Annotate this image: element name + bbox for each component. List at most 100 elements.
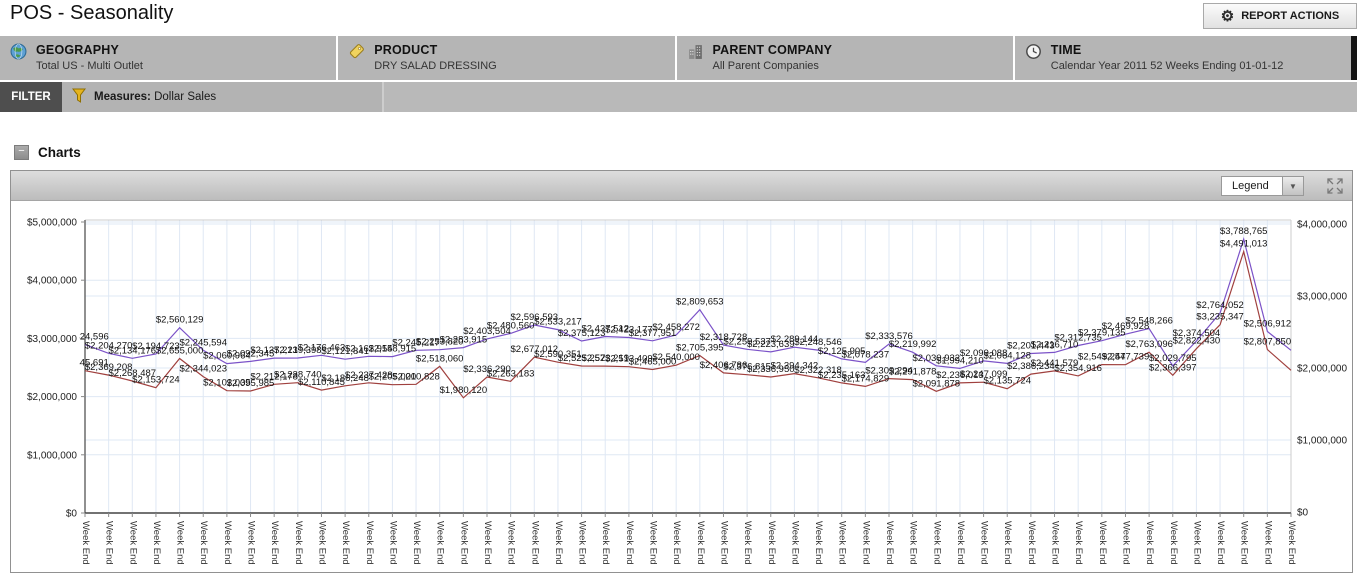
page-title: POS - Seasonality	[10, 2, 174, 24]
svg-text:$2,236,013: $2,236,013	[936, 370, 984, 381]
svg-text:$2,134,176: $2,134,176	[109, 345, 157, 356]
legend-dropdown-label: Legend	[1221, 176, 1283, 196]
svg-text:$2,458,272: $2,458,272	[652, 322, 700, 333]
svg-text:$2,194,723: $2,194,723	[132, 341, 180, 352]
svg-text:$1,994,210: $1,994,210	[936, 355, 984, 366]
svg-text:Week End: Week End	[837, 521, 848, 565]
svg-text:$2,469,928: $2,469,928	[1102, 321, 1150, 332]
parent-company-label: PARENT COMPANY	[712, 43, 833, 57]
svg-text:$2,394,342: $2,394,342	[771, 361, 819, 372]
svg-text:$2,596,593: $2,596,593	[511, 312, 559, 323]
svg-text:Week End: Week End	[316, 521, 327, 565]
svg-text:$2,263,183: $2,263,183	[487, 368, 535, 379]
context-panel-geography[interactable]: GEOGRAPHY Total US - Multi Outlet	[0, 36, 337, 80]
svg-text:Week End: Week End	[1002, 521, 1013, 565]
building-icon	[687, 43, 704, 65]
svg-text:$2,091,878: $2,091,878	[913, 378, 961, 389]
svg-text:Week End: Week End	[884, 521, 895, 565]
svg-text:Week End: Week End	[908, 521, 919, 565]
svg-text:$2,245,217: $2,245,217	[392, 337, 440, 348]
svg-text:$2,000,000: $2,000,000	[1297, 364, 1347, 375]
svg-text:$2,092,345: $2,092,345	[227, 348, 275, 359]
svg-text:$2,764,052: $2,764,052	[1196, 300, 1244, 311]
svg-text:$2,547,739: $2,547,739	[1102, 352, 1150, 363]
svg-text:Week End: Week End	[624, 521, 635, 565]
expand-icon[interactable]	[1327, 178, 1343, 194]
svg-text:$2,268,487: $2,268,487	[109, 368, 157, 379]
svg-text:$2,135,724: $2,135,724	[983, 376, 1031, 387]
seasonality-line-chart: $0 $1,000,000 $2,000,000 $3,000,000 $4,000,0…	[27, 218, 1348, 565]
svg-text:Week End: Week End	[80, 521, 91, 565]
svg-text:$2,253,820: $2,253,820	[416, 337, 464, 348]
svg-text:$2,560,129: $2,560,129	[156, 315, 204, 326]
svg-text:$3,788,765: $3,788,765	[1220, 226, 1268, 237]
svg-text:$2,247,099: $2,247,099	[960, 369, 1008, 380]
measures-filter-chip[interactable]: Measures: Dollar Sales	[62, 82, 384, 112]
svg-text:Week End: Week End	[1191, 521, 1202, 565]
svg-text:Week End: Week End	[269, 521, 280, 565]
svg-text:$2,369,208: $2,369,208	[85, 362, 133, 373]
svg-text:$2,441,579: $2,441,579	[1031, 358, 1079, 369]
svg-text:Week End: Week End	[1262, 521, 1273, 565]
context-bar: GEOGRAPHY Total US - Multi Outlet PRODUC…	[0, 36, 1351, 80]
svg-text:$2,344,023: $2,344,023	[179, 364, 227, 375]
chart-panel: Legend ▼ $0 $1,000,000 $2,000,000 $3,000,00…	[10, 170, 1353, 573]
svg-text:$2,162,954: $2,162,954	[345, 343, 393, 354]
svg-text:Week End: Week End	[458, 521, 469, 565]
svg-text:$2,000,000: $2,000,000	[27, 392, 77, 403]
svg-text:$2,095,985: $2,095,985	[227, 378, 275, 389]
svg-text:$2,078,237: $2,078,237	[842, 349, 890, 360]
svg-text:$0: $0	[1297, 508, 1309, 519]
svg-text:$2,102,035: $2,102,035	[203, 378, 251, 389]
svg-text:$2,376,815: $2,376,815	[723, 362, 771, 373]
svg-text:$2,523,219: $2,523,219	[581, 353, 629, 364]
legend-dropdown[interactable]: Legend ▼	[1221, 176, 1304, 196]
context-panel-time[interactable]: TIME Calendar Year 2011 52 Weeks Ending …	[1014, 36, 1351, 80]
svg-text:Week End: Week End	[1097, 521, 1108, 565]
svg-text:$2,540,000: $2,540,000	[652, 352, 700, 363]
time-label: TIME	[1050, 43, 1082, 57]
charts-section-title: Charts	[38, 145, 81, 160]
parent-company-value: All Parent Companies	[712, 60, 819, 72]
svg-text:$2,060,964: $2,060,964	[203, 351, 251, 362]
svg-text:Week End: Week End	[198, 521, 209, 565]
svg-text:Week End: Week End	[648, 521, 659, 565]
svg-text:Week End: Week End	[1144, 521, 1155, 565]
report-actions-button[interactable]: ⚙ REPORT ACTIONS	[1203, 3, 1357, 29]
svg-text:Week End: Week End	[1168, 521, 1179, 565]
svg-text:Week End: Week End	[813, 521, 824, 565]
svg-text:$2,705,395: $2,705,395	[676, 343, 724, 354]
svg-text:Week End: Week End	[766, 521, 777, 565]
svg-text:Week End: Week End	[529, 521, 540, 565]
svg-text:Week End: Week End	[506, 521, 517, 565]
svg-text:$2,423,177: $2,423,177	[605, 325, 653, 336]
svg-text:Week End: Week End	[387, 521, 398, 565]
svg-text:Week End: Week End	[293, 521, 304, 565]
svg-text:$2,309,294: $2,309,294	[865, 366, 913, 377]
funnel-icon	[72, 88, 86, 106]
svg-text:Week End: Week End	[104, 521, 115, 565]
svg-text:Week End: Week End	[553, 521, 564, 565]
collapse-icon[interactable]: −	[14, 145, 29, 160]
svg-text:Week End: Week End	[435, 521, 446, 565]
svg-text:$1,000,000: $1,000,000	[27, 450, 77, 461]
svg-text:$2,480,560: $2,480,560	[487, 320, 535, 331]
svg-text:Week End: Week End	[931, 521, 942, 565]
svg-text:Week End: Week End	[979, 521, 990, 565]
context-panel-parent-company[interactable]: PARENT COMPANY All Parent Companies	[676, 36, 1013, 80]
svg-text:Week End: Week End	[860, 521, 871, 565]
measures-value: Dollar Sales	[154, 91, 217, 103]
svg-text:$2,354,916: $2,354,916	[1054, 363, 1102, 374]
svg-text:$2,322,318: $2,322,318	[794, 365, 842, 376]
context-panel-product[interactable]: PRODUCT DRY SALAD DRESSING	[338, 36, 675, 80]
svg-text:Week End: Week End	[127, 521, 138, 565]
svg-text:$2,655,000: $2,655,000	[156, 345, 204, 356]
svg-text:Week End: Week End	[955, 521, 966, 565]
svg-text:Week End: Week End	[1215, 521, 1226, 565]
svg-text:$2,030,932: $2,030,932	[913, 353, 961, 364]
svg-text:Week End: Week End	[789, 521, 800, 565]
svg-text:$2,176,463: $2,176,463	[298, 342, 346, 353]
filter-tab[interactable]: FILTER	[0, 82, 62, 112]
svg-text:$2,333,576: $2,333,576	[865, 331, 913, 342]
svg-text:$2,366,397: $2,366,397	[1149, 362, 1197, 373]
